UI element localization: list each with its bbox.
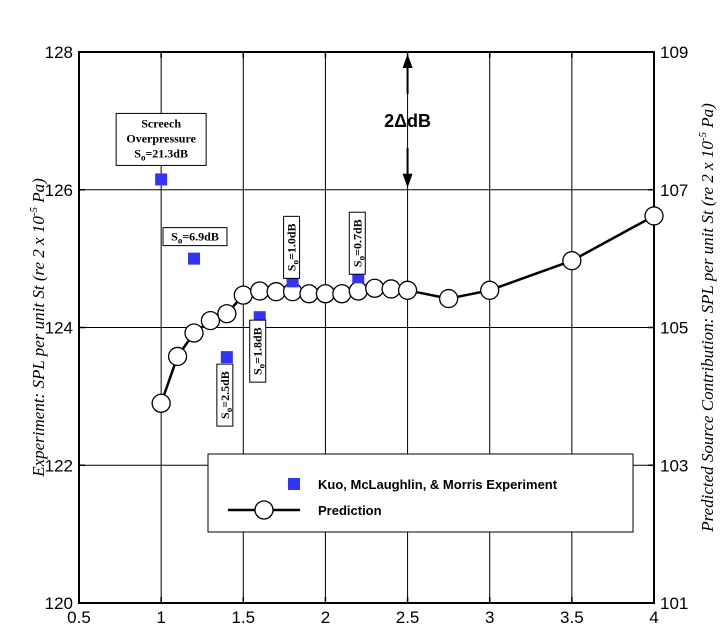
prediction-point (315, 284, 336, 304)
prediction-point (266, 282, 286, 302)
prediction-point (332, 284, 352, 304)
x-tick-label: 1.5 (231, 608, 255, 627)
annotation-text: So=1.0dB (285, 224, 301, 272)
x-tick-label: 2.5 (396, 608, 420, 627)
prediction-point (562, 251, 582, 271)
prediction-point (217, 304, 237, 324)
prediction-point (299, 284, 319, 304)
legend-box (207, 453, 634, 533)
annotation-text: So=1.8dB (251, 327, 267, 375)
y-left-tick-label: 120 (45, 594, 73, 613)
y-right-axis-title: Predicted Source Contribution: SPL per u… (697, 103, 717, 533)
legend-experiment-marker (288, 478, 300, 490)
experiment-point (155, 173, 168, 186)
y-left-tick-label: 124 (45, 319, 73, 338)
x-tick-label: 0.5 (67, 608, 91, 627)
annotation-text: So=2.5dB (218, 371, 234, 419)
legend-prediction-label: Prediction (318, 503, 382, 518)
prediction-point (644, 206, 664, 226)
annotation-box (162, 227, 228, 247)
x-tick-label: 2 (321, 608, 330, 627)
y-left-tick-label: 128 (45, 43, 73, 62)
annotation-text: So=21.3dB (134, 146, 188, 162)
legend-prediction-marker (254, 500, 274, 520)
annotation-box-vertical (249, 319, 267, 383)
prediction-point (200, 310, 221, 331)
y-right-tick-label: 103 (660, 456, 688, 475)
y-right-tick-label: 109 (660, 43, 688, 62)
y-right-tick-label: 105 (660, 319, 688, 338)
prediction-point (250, 281, 270, 301)
prediction-point (151, 393, 171, 413)
prediction-point (348, 281, 368, 301)
legend-experiment-label: Kuo, McLaughlin, & Morris Experiment (318, 477, 558, 492)
scale-arrow-up-head (402, 54, 413, 68)
prediction-point (167, 346, 188, 367)
annotation-text: Screech (141, 116, 181, 130)
x-tick-label: 3.5 (560, 608, 584, 627)
prediction-point (397, 280, 418, 300)
annotation-text: Overpressure (126, 131, 196, 145)
prediction-point (184, 323, 204, 343)
prediction-point (480, 280, 500, 300)
x-tick-label: 4 (649, 608, 658, 627)
y-right-tick-label: 107 (660, 181, 688, 200)
y-left-tick-label: 126 (45, 181, 73, 200)
y-left-axis-title: Experiment: SPL per unit St (re 2 x 10-5… (28, 178, 48, 478)
experiment-point (188, 252, 200, 265)
y-right-tick-label: 101 (660, 594, 688, 613)
x-tick-label: 1 (156, 608, 165, 627)
prediction-point (365, 278, 385, 298)
annotation-box-vertical (216, 363, 234, 427)
y-left-tick-label: 122 (45, 456, 73, 475)
annotation-box-vertical (348, 211, 366, 275)
annotation-box-vertical (283, 215, 301, 279)
prediction-point (381, 279, 401, 299)
prediction-point (233, 285, 253, 305)
annotation-box-screech (115, 112, 207, 166)
scale-marker-label: 2ΔdB (384, 111, 431, 131)
annotation-text: So=6.9dB (171, 230, 219, 246)
scale-arrow-down-head (402, 173, 413, 188)
experiment-point (220, 351, 233, 364)
prediction-point (438, 288, 459, 309)
annotation-text: So=0.7dB (350, 219, 366, 267)
x-tick-label: 3 (485, 608, 494, 627)
